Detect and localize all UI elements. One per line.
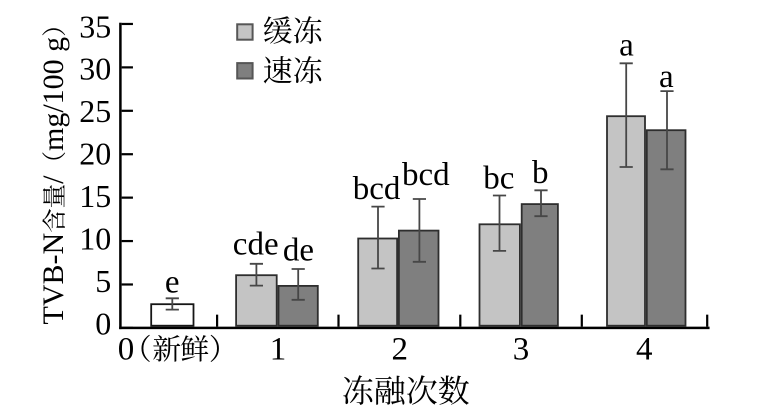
svg-text:0: 0 [118, 332, 135, 368]
svg-text:TVB-N: TVB-N [37, 233, 70, 325]
svg-text:e: e [165, 265, 180, 301]
svg-text:3: 3 [513, 332, 530, 368]
svg-text:de: de [283, 233, 314, 269]
svg-text:bcd: bcd [402, 157, 450, 193]
svg-text:4: 4 [636, 332, 653, 368]
svg-text:5: 5 [95, 263, 111, 299]
svg-text:35: 35 [79, 8, 111, 44]
svg-text:0: 0 [95, 305, 111, 341]
svg-text:b: b [532, 155, 549, 191]
svg-text:a: a [659, 59, 674, 95]
svg-text:a: a [619, 27, 634, 63]
svg-text:25: 25 [79, 93, 111, 129]
svg-text:10: 10 [79, 221, 111, 257]
svg-text:bc: bc [483, 161, 514, 197]
svg-text:mg/100 g: mg/100 g [37, 37, 70, 151]
svg-text:bcd: bcd [353, 171, 401, 207]
svg-text:15: 15 [79, 178, 111, 214]
svg-text:cde: cde [233, 226, 279, 262]
svg-text:1: 1 [270, 332, 287, 368]
svg-text:2: 2 [391, 332, 408, 368]
svg-text:30: 30 [79, 51, 111, 87]
svg-text:/: / [37, 175, 70, 184]
svg-text:20: 20 [79, 136, 111, 172]
